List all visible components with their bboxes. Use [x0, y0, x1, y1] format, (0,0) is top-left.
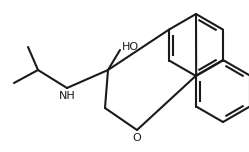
- Text: HO: HO: [122, 42, 139, 52]
- Text: NH: NH: [59, 91, 75, 101]
- Text: O: O: [133, 133, 141, 143]
